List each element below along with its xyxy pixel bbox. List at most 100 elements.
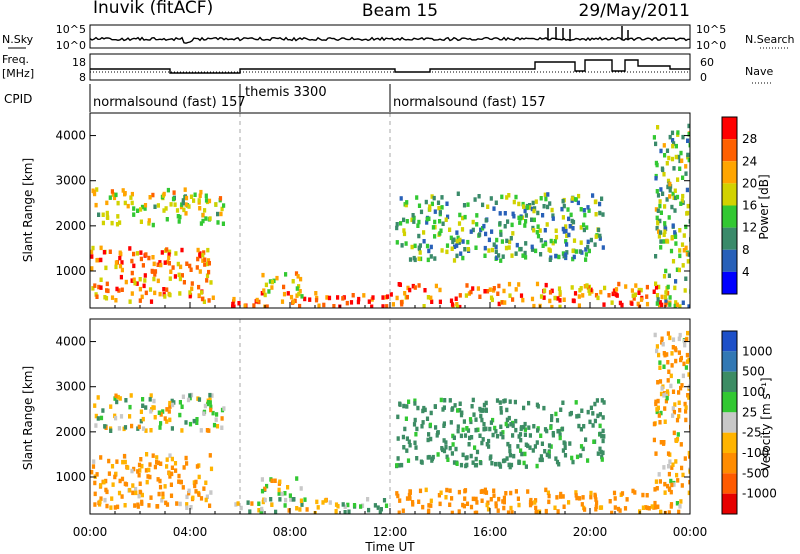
echo-cell [204, 497, 208, 503]
echo-cell [554, 234, 559, 240]
echo-cell [492, 206, 496, 211]
echo-cell [663, 229, 667, 234]
echo-cell [593, 242, 597, 247]
echo-cell [546, 490, 550, 495]
echo-cell [437, 493, 441, 498]
echo-cell [662, 172, 666, 177]
echo-cell [114, 260, 118, 265]
echo-cell [346, 502, 350, 508]
echo-cell [416, 405, 420, 411]
echo-cell [269, 497, 273, 502]
echo-cell [580, 408, 584, 413]
echo-cell [166, 259, 170, 265]
echo-cell [132, 251, 136, 257]
echo-cell [652, 421, 656, 427]
echo-cell [141, 426, 146, 431]
echo-cell [148, 287, 153, 292]
echo-cell [481, 437, 485, 442]
echo-cell [474, 245, 478, 250]
echo-cell [572, 298, 576, 304]
echo-cell [630, 288, 634, 293]
velocity-colorbar-tick: -25 [742, 426, 762, 440]
echo-cell [291, 299, 295, 305]
echo-cell [427, 248, 431, 254]
echo-cell [688, 479, 690, 485]
echo-cell [680, 198, 684, 203]
echo-cell [173, 202, 177, 207]
echo-cell [681, 472, 685, 478]
echo-cell [462, 203, 467, 208]
echo-cell [489, 196, 493, 201]
echo-cell [450, 407, 454, 412]
frequency-panel: Freq. [MHz] 18 8 60 0 Nave [2, 53, 773, 84]
echo-cell [494, 503, 498, 509]
echo-cell [430, 299, 434, 304]
echo-cell [135, 281, 139, 286]
echo-cell [402, 403, 406, 409]
echo-cell [579, 427, 583, 432]
echo-cell [687, 490, 690, 496]
echo-cell [427, 216, 431, 221]
echo-cell [104, 265, 108, 271]
echo-cell [158, 291, 162, 297]
x-tick-label: 20:00 [573, 525, 608, 539]
echo-cell [511, 420, 515, 426]
power-colorbar-swatch [722, 161, 737, 184]
echo-cell [141, 403, 145, 408]
echo-cell [184, 195, 189, 201]
echo-cell [656, 125, 660, 130]
power-colorbar-tick: 24 [742, 154, 757, 168]
echo-cell [508, 239, 512, 245]
echo-cell [593, 199, 597, 205]
velocity-ylabel: Slant Range [km] [21, 366, 35, 470]
echo-cell [204, 216, 208, 221]
echo-cell [95, 294, 99, 299]
echo-cell [208, 392, 212, 398]
echo-cell [120, 267, 124, 273]
echo-cell [175, 208, 180, 213]
echo-cell [598, 412, 602, 417]
echo-cell [167, 261, 171, 266]
echo-cell [99, 245, 103, 251]
velocity-colorbar-frame [721, 330, 738, 515]
echo-cell [593, 418, 597, 424]
echo-cell [208, 453, 212, 458]
echo-cell [356, 299, 360, 305]
echo-cell [687, 304, 690, 308]
echo-cell [417, 499, 421, 504]
echo-cell [446, 214, 450, 220]
echo-cell [187, 488, 191, 494]
echo-cell [205, 494, 209, 499]
echo-cell [669, 502, 674, 507]
echo-cell [194, 489, 198, 494]
echo-cell [417, 219, 421, 225]
echo-cell [631, 293, 635, 298]
echo-cell [492, 242, 496, 247]
echo-cell [451, 239, 455, 245]
echo-cell [665, 197, 669, 202]
echo-cell [444, 445, 448, 450]
echo-cell [530, 296, 535, 302]
echo-cell [587, 248, 591, 254]
echo-cell [511, 297, 515, 302]
echo-cell [295, 286, 299, 291]
echo-cell [94, 423, 98, 428]
echo-cell [123, 503, 127, 508]
echo-cell [530, 244, 534, 250]
echo-cell [487, 444, 491, 449]
echo-cell [562, 504, 566, 509]
echo-cell [600, 457, 604, 462]
echo-cell [165, 464, 169, 469]
echo-cell [429, 295, 433, 301]
echo-cell [632, 296, 636, 301]
echo-cell [521, 253, 525, 258]
echo-cell [510, 253, 514, 258]
echo-cell [183, 187, 187, 192]
date-title: 29/May/2011 [579, 1, 691, 21]
echo-cell [105, 210, 109, 216]
echo-cell [666, 360, 670, 365]
echo-cell [658, 302, 662, 308]
echo-cell [675, 501, 679, 506]
echo-cell [93, 403, 97, 408]
echo-cell [686, 259, 690, 264]
